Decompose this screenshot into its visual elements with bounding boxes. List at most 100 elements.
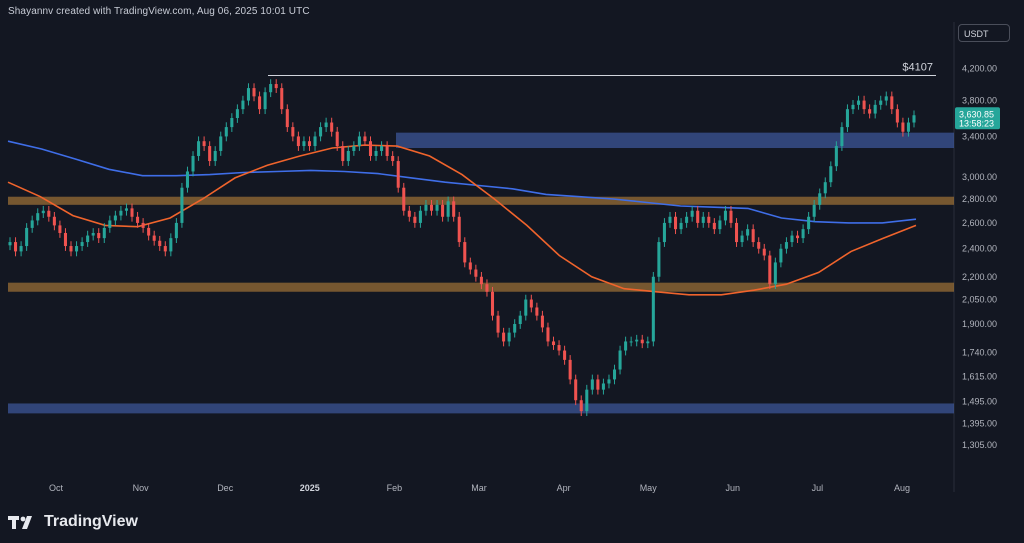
chart-attribution: Shayannv created with TradingView.com, A… — [8, 6, 310, 17]
candle-body — [735, 222, 739, 243]
candle — [463, 237, 467, 268]
candle-body — [269, 84, 273, 93]
plot-area — [8, 22, 954, 492]
candle — [557, 340, 561, 356]
candle — [912, 110, 916, 128]
currency-selector-button[interactable]: USDT — [958, 24, 1010, 42]
candle-body — [169, 238, 173, 252]
candle — [58, 220, 62, 238]
candle — [19, 241, 23, 257]
candle-body — [102, 227, 106, 239]
candle — [457, 211, 461, 247]
candle-body — [690, 210, 694, 217]
candle-body — [840, 127, 844, 147]
candle-body — [696, 210, 700, 223]
candle — [740, 230, 744, 247]
candle — [668, 211, 672, 228]
zone-orange-1 — [8, 196, 954, 205]
price-axis[interactable]: 4,200.00 3,800.00 3,400.00 3,000.00 2,800.00… — [962, 63, 997, 450]
price-tick-label: 1,900.00 — [962, 319, 997, 329]
candle — [307, 136, 312, 151]
candle — [712, 218, 716, 235]
candle — [385, 141, 389, 161]
candle-body — [241, 100, 245, 110]
candle — [502, 327, 506, 347]
candle-body — [296, 136, 300, 147]
candle-body — [790, 235, 794, 243]
candle-body — [457, 216, 461, 243]
candle — [807, 211, 811, 235]
candle — [851, 100, 855, 115]
candle-body — [380, 146, 384, 151]
candle-body — [773, 262, 777, 285]
candle — [507, 327, 511, 347]
candle — [563, 345, 567, 365]
price-tick-label: 1,495.00 — [962, 396, 997, 406]
candle — [163, 241, 167, 257]
candle-body — [807, 216, 811, 230]
price-tick-label: 1,615.00 — [962, 371, 997, 381]
candle-body — [429, 204, 434, 211]
candle — [396, 156, 400, 193]
candle — [158, 235, 162, 251]
candle-body — [246, 88, 251, 101]
candle-body — [906, 122, 910, 132]
candle — [840, 122, 844, 151]
candle — [269, 79, 273, 98]
candle — [108, 215, 112, 233]
last-price-value: 3,630.85 — [959, 109, 994, 119]
candle — [330, 117, 334, 137]
candle — [374, 146, 378, 161]
candle-body — [723, 210, 727, 221]
candle — [612, 364, 617, 385]
candle — [52, 211, 56, 231]
time-tick-label: Apr — [557, 483, 571, 493]
candle — [901, 117, 905, 137]
candle-body — [36, 213, 40, 221]
candle-body — [801, 229, 805, 239]
candle-body — [391, 155, 395, 162]
candle — [208, 141, 212, 166]
price-tick-label: 1,740.00 — [962, 347, 997, 357]
candle-body — [568, 359, 572, 380]
time-tick-label: Mar — [471, 483, 487, 493]
candle — [607, 374, 611, 389]
candle-body — [685, 216, 689, 223]
time-tick-label: Oct — [49, 483, 64, 493]
candle — [63, 228, 67, 251]
candle — [629, 336, 633, 347]
candle — [413, 211, 417, 228]
candle-body — [374, 150, 378, 156]
candle-body — [152, 235, 156, 241]
candle-body — [629, 341, 633, 343]
candle — [124, 203, 128, 216]
candle-body — [834, 146, 838, 167]
time-axis[interactable]: Oct Nov Dec 2025 Feb Mar Apr May Jun Jul Aug — [49, 483, 910, 493]
candle-body — [651, 276, 655, 342]
candle-body — [596, 379, 600, 390]
candle — [368, 136, 373, 161]
candle — [296, 131, 300, 151]
candle-body — [612, 369, 617, 380]
candle-body — [873, 104, 877, 114]
candle-body — [441, 204, 445, 217]
candle — [346, 146, 350, 166]
candle-body — [368, 141, 373, 156]
candle-body — [346, 150, 350, 162]
resistance-line-label: $4107 — [902, 62, 933, 74]
candle — [701, 211, 705, 228]
candle — [435, 200, 439, 216]
candle-body — [63, 232, 67, 247]
candle — [707, 211, 711, 228]
candle-body — [91, 232, 95, 236]
candle-body — [14, 242, 18, 252]
candle — [468, 257, 472, 275]
candle-body — [47, 210, 51, 217]
candlesticks — [8, 79, 916, 417]
candle-body — [224, 127, 228, 137]
candle-body — [197, 141, 201, 156]
candle — [197, 136, 201, 161]
candle — [75, 241, 79, 257]
candle-body — [324, 122, 328, 128]
